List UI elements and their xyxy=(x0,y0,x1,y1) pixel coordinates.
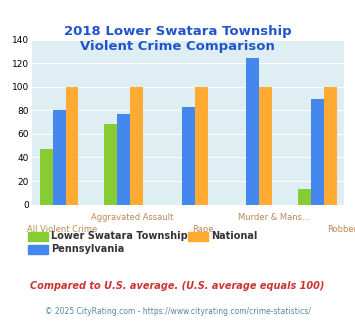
Text: Rape: Rape xyxy=(192,225,214,234)
Text: 2018 Lower Swatara Township
Violent Crime Comparison: 2018 Lower Swatara Township Violent Crim… xyxy=(64,25,291,53)
Bar xyxy=(53,110,66,205)
Bar xyxy=(66,87,78,205)
Bar xyxy=(246,58,259,205)
Bar xyxy=(298,189,311,205)
Bar xyxy=(130,87,143,205)
Text: Aggravated Assault: Aggravated Assault xyxy=(91,213,174,222)
Bar xyxy=(259,87,272,205)
Bar xyxy=(117,114,130,205)
Text: Murder & Mans...: Murder & Mans... xyxy=(238,213,310,222)
Text: Pennsylvania: Pennsylvania xyxy=(51,245,125,254)
Bar xyxy=(104,124,117,205)
Bar xyxy=(195,87,208,205)
Text: National: National xyxy=(211,231,258,241)
Text: © 2025 CityRating.com - https://www.cityrating.com/crime-statistics/: © 2025 CityRating.com - https://www.city… xyxy=(45,307,310,315)
Bar xyxy=(324,87,337,205)
Text: Compared to U.S. average. (U.S. average equals 100): Compared to U.S. average. (U.S. average … xyxy=(30,281,325,291)
Bar xyxy=(311,99,324,205)
Text: Lower Swatara Township: Lower Swatara Township xyxy=(51,231,188,241)
Text: All Violent Crime: All Violent Crime xyxy=(27,225,97,234)
Bar xyxy=(40,149,53,205)
Bar xyxy=(182,107,195,205)
Text: Robbery: Robbery xyxy=(327,225,355,234)
